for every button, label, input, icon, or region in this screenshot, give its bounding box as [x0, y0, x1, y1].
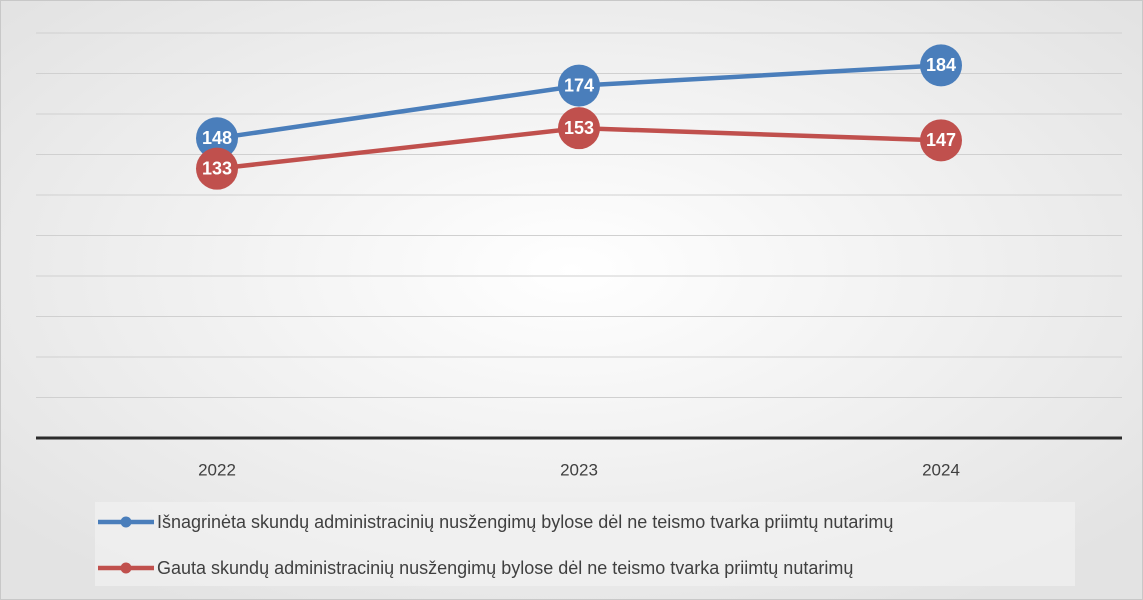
- legend-marker: [120, 516, 132, 528]
- data-label: 147: [926, 130, 956, 150]
- x-tick-label: 2022: [198, 460, 236, 479]
- data-label: 184: [926, 55, 956, 75]
- data-point: [558, 64, 600, 107]
- data-point: [558, 107, 600, 150]
- legend-label: Išnagrinėta skundų administracinių nusže…: [157, 512, 893, 532]
- x-tick-label: 2023: [560, 460, 598, 479]
- data-point: [196, 117, 238, 160]
- data-label: 133: [202, 158, 232, 178]
- data-label: 153: [564, 118, 594, 138]
- legend-label: Gauta skundų administracinių nusžengimų …: [157, 558, 853, 578]
- legend-marker: [120, 562, 132, 574]
- data-point: [196, 147, 238, 190]
- legend-box: [95, 502, 1075, 586]
- data-label: 174: [564, 75, 594, 95]
- data-label: 148: [202, 128, 232, 148]
- data-point: [920, 44, 962, 87]
- x-tick-label: 2024: [922, 460, 960, 479]
- data-point: [920, 119, 962, 162]
